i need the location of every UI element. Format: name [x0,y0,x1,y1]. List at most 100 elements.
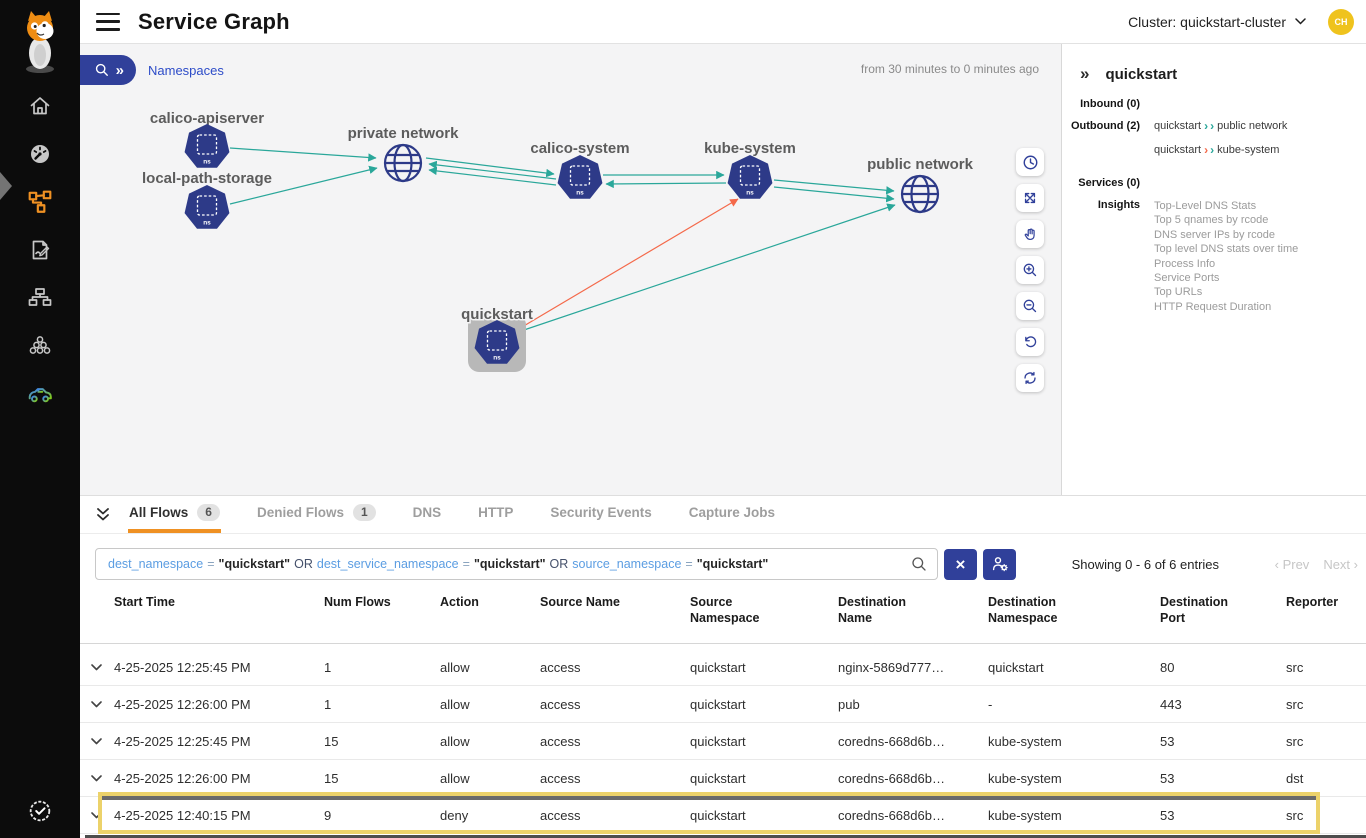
verified-icon[interactable] [0,798,80,824]
cell-destination-port: 80 [1160,659,1175,675]
insight-link[interactable]: DNS server IPs by rcode [1154,228,1276,241]
clear-filter-button[interactable]: × [944,548,977,580]
flow-row[interactable]: 4-25-2025 12:25:45 PM 15 allow access qu… [80,723,1366,760]
flows-tab[interactable]: Denied Flows 1 [256,496,377,533]
flow-row[interactable]: 4-25-2025 12:25:45 PM 1 allow access qui… [80,649,1366,686]
search-icon [95,63,108,76]
network-icon[interactable] [20,278,60,318]
cell-destination-namespace: kube-system [988,770,1062,786]
node-quickstart[interactable]: quickstart [460,305,534,365]
service-graph-icon[interactable] [20,182,60,222]
services-label: Services (0) [1078,177,1140,189]
filter-query-input[interactable]: dest_namespace = "quickstart" OR dest_servic… [95,548,938,580]
cell-action: allow [440,659,470,675]
expand-row-icon[interactable] [80,663,114,671]
node-local-path-storage[interactable]: local-path-storage [140,169,274,230]
calico-logo[interactable] [17,8,63,78]
insight-link[interactable]: Top-Level DNS Stats [1154,200,1257,212]
flow-chevron-icon: › [1204,143,1208,157]
zoom-in-icon[interactable] [1016,256,1044,284]
flows-tab[interactable]: DNS [412,505,442,520]
home-icon[interactable] [20,86,60,126]
service-graph-canvas[interactable]: ns [80,44,1061,495]
pan-icon[interactable] [1016,220,1044,248]
flows-tab[interactable]: Capture Jobs [688,505,775,520]
graph-svg: ns [140,109,975,372]
panel-notch [0,172,12,200]
cell-destination-namespace: kube-system [988,807,1062,823]
cell-num-flows: 1 [324,696,332,712]
cell-num-flows: 15 [324,733,339,749]
time-range-label: from 30 minutes to 0 minutes ago [860,62,1039,76]
flow-row[interactable]: 4-25-2025 12:26:00 PM 1 allow access qui… [80,686,1366,723]
cluster-icon[interactable] [20,326,60,366]
cell-source-namespace: quickstart [690,696,746,712]
refresh-icon[interactable] [1016,364,1044,392]
expand-row-icon[interactable] [80,700,114,708]
image-assurance-icon[interactable] [20,374,60,414]
cluster-selector[interactable]: Cluster: quickstart-cluster [1128,14,1306,30]
cell-num-flows: 15 [324,770,339,786]
node-calico-system[interactable]: calico-system [529,139,631,200]
zoom-out-icon[interactable] [1016,292,1044,320]
insight-link[interactable]: Top level DNS stats over time [1154,243,1299,256]
policies-icon[interactable] [20,230,60,270]
insight-link[interactable]: Service Ports [1154,272,1220,285]
cell-start-time: 4-25-2025 12:26:00 PM [114,770,251,786]
flows-tabs: All Flows 6 Denied Flows 1 DNS HTTP Secu… [80,496,1366,534]
cell-source-namespace: quickstart [690,733,746,749]
flow-row[interactable]: 4-25-2025 12:26:00 PM 15 allow access qu… [80,760,1366,797]
menu-icon[interactable] [96,12,120,31]
flows-tab[interactable]: Security Events [550,505,652,520]
graph-search-pill[interactable]: » [80,55,136,85]
undo-icon[interactable] [1016,328,1044,356]
prev-page-button[interactable]: ‹ Prev [1274,556,1310,572]
cell-destination-namespace: - [988,696,993,712]
cell-action: allow [440,733,470,749]
tab-count-badge: 1 [352,504,376,521]
insight-link[interactable]: Top 5 qnames by rcode [1154,214,1269,227]
insight-link[interactable]: Top URLs [1154,286,1203,299]
node-calico-apiserver[interactable]: calico-apiserver [148,109,266,169]
collapse-panel-icon[interactable]: » [1080,64,1090,83]
svg-text:quickstart: quickstart [461,306,533,323]
time-range-icon[interactable] [1016,148,1044,176]
expand-row-icon[interactable] [80,737,114,745]
cell-start-time: 4-25-2025 12:40:15 PM [114,807,251,823]
horizontal-scrollbar[interactable] [85,835,1366,838]
node-private-network[interactable]: private network [346,124,461,183]
dashboard-icon[interactable] [20,134,60,174]
fit-view-icon[interactable] [1016,184,1044,212]
cell-destination-port: 443 [1160,696,1182,712]
flow-chevron-icon: › [1210,119,1214,133]
cell-start-time: 4-25-2025 12:25:45 PM [114,659,251,675]
next-page-button[interactable]: Next › [1323,556,1358,572]
flow-row[interactable]: 4-25-2025 12:40:15 PM 9 deny access quic… [80,792,1366,834]
filter-query-text: dest_namespace = "quickstart" OR dest_servic… [108,557,769,571]
insight-link[interactable]: HTTP Request Duration [1154,300,1272,313]
cell-source-name: access [540,807,581,823]
cell-start-time: 4-25-2025 12:26:00 PM [114,696,251,712]
cell-destination-name: coredns-668d6b… [838,807,945,823]
flows-tab[interactable]: HTTP [478,505,514,520]
graph-toolbar [1016,148,1044,392]
svg-text:kube-system: kube-system [704,140,796,157]
flow-chevron-icon: › [1210,143,1214,157]
expand-row-icon[interactable] [80,774,114,782]
insights-label: Insights [1097,199,1140,211]
node-kube-system[interactable]: kube-system [703,139,797,200]
expand-row-icon[interactable] [80,811,114,819]
cell-source-namespace: quickstart [690,659,746,675]
svg-text:public network: public network [867,156,974,173]
node-public-network[interactable]: public network [866,155,975,214]
avatar[interactable]: CH [1328,8,1354,35]
customize-columns-button[interactable] [983,548,1016,580]
cell-start-time: 4-25-2025 12:25:45 PM [114,733,251,749]
insight-link[interactable]: Process Info [1154,257,1216,270]
collapse-flows-icon[interactable] [94,507,112,523]
cell-destination-name: coredns-668d6b… [838,770,945,786]
cell-destination-namespace: quickstart [988,659,1044,675]
breadcrumb[interactable]: Namespaces [148,63,224,78]
cell-destination-namespace: kube-system [988,733,1062,749]
flows-tab[interactable]: All Flows 6 [128,496,221,533]
